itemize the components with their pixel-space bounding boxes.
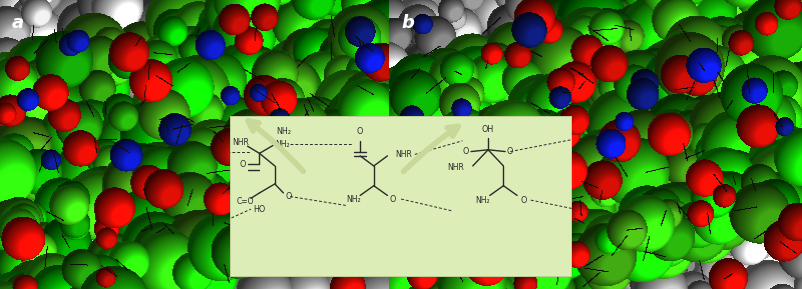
Text: O: O [357, 127, 363, 136]
Text: a: a [12, 14, 24, 32]
Text: HO: HO [253, 205, 265, 214]
Text: NHR: NHR [447, 163, 464, 172]
Text: O: O [239, 160, 245, 169]
Text: b: b [401, 14, 414, 32]
Text: C=O: C=O [237, 197, 254, 206]
Text: NH₂: NH₂ [274, 140, 289, 149]
Text: O: O [463, 147, 468, 156]
Text: NHR: NHR [395, 150, 411, 159]
Text: O: O [285, 192, 291, 201]
Text: NH₂: NH₂ [276, 127, 290, 136]
Text: O: O [506, 147, 512, 156]
Text: NHR: NHR [232, 138, 249, 147]
Text: OH: OH [481, 125, 494, 134]
Text: NH₂: NH₂ [475, 196, 490, 205]
Text: NH₂: NH₂ [346, 194, 360, 203]
Text: O: O [389, 194, 395, 203]
Text: O: O [520, 196, 526, 205]
